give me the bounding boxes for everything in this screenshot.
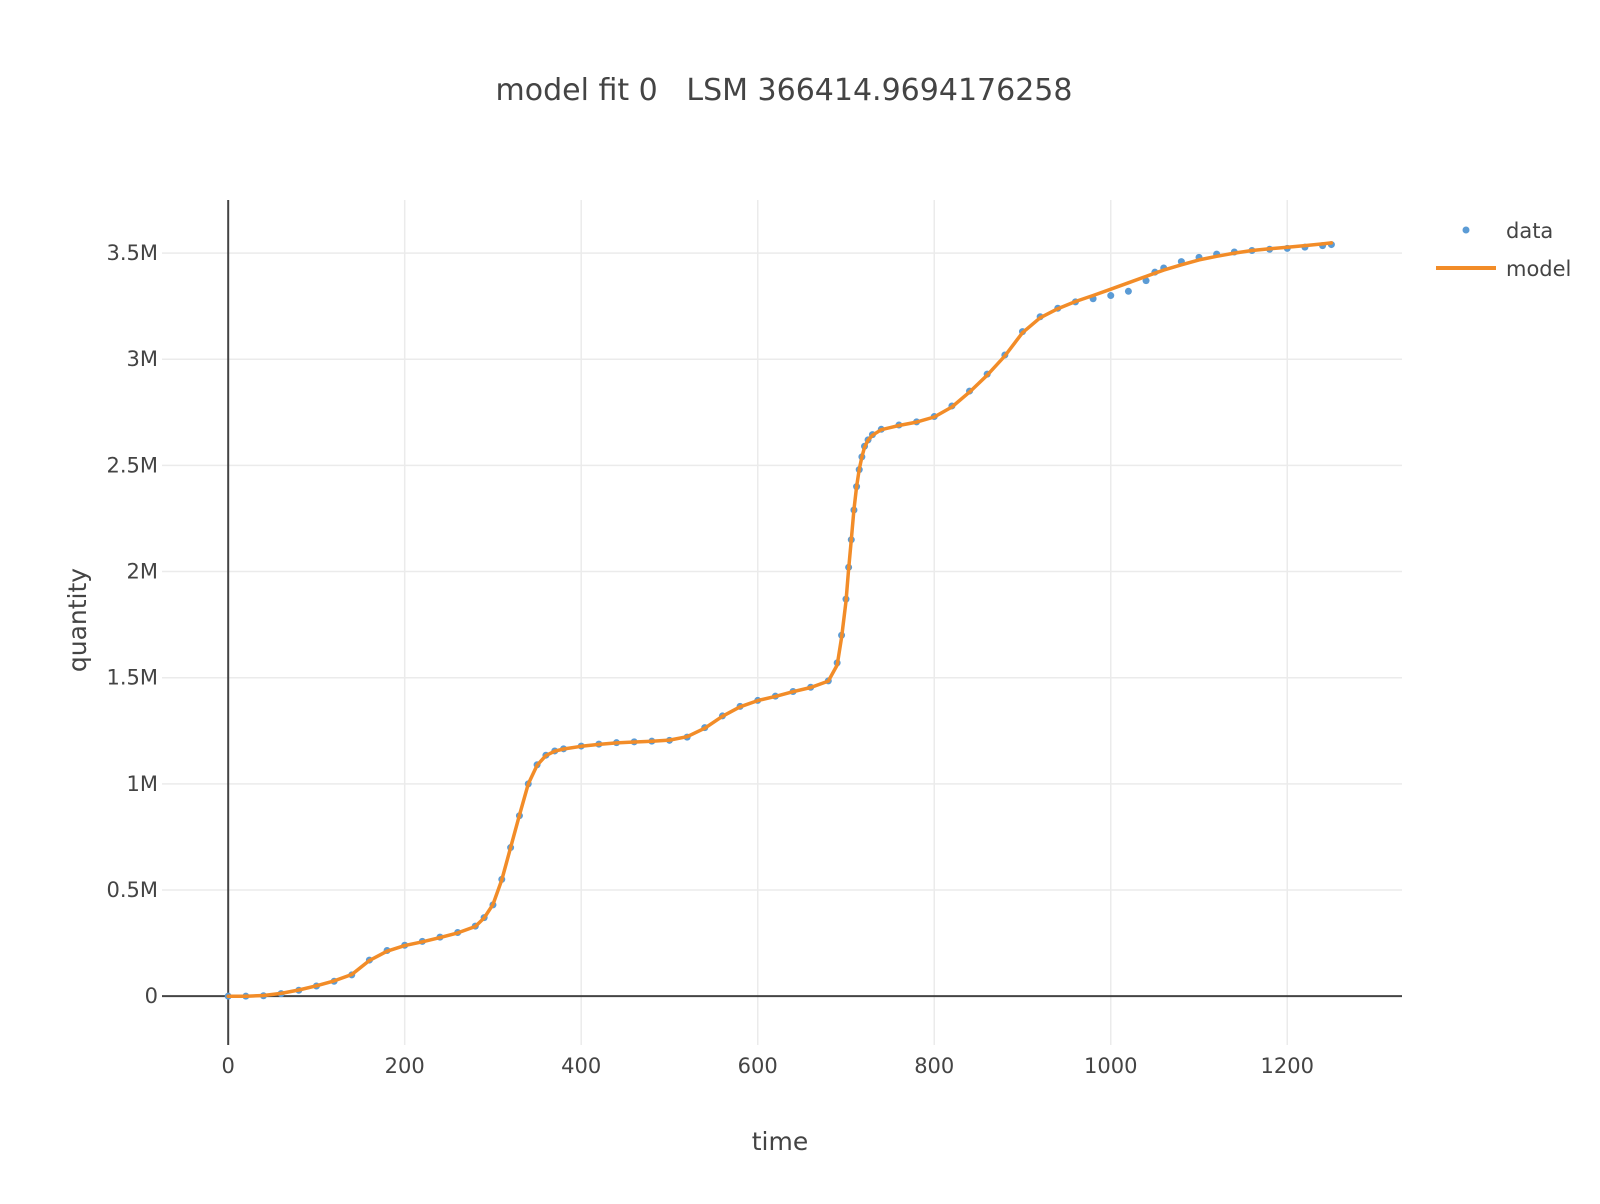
data-point <box>1142 277 1150 285</box>
labels-layer: 0 200 400 600 800 1000 1200 0 0.5M 1M 1.5M 2M 2.5M 3M… <box>106 241 1314 1078</box>
axes-layer <box>162 200 1402 1045</box>
x-tick-label: 800 <box>914 1054 954 1078</box>
y-tick-label: 3.5M <box>106 241 158 265</box>
y-tick-label: 1M <box>127 772 158 796</box>
data-point <box>1124 287 1132 295</box>
chart-title: model fit 0 LSM 366414.9694176258 <box>496 73 1073 108</box>
y-tick-label: 3M <box>127 347 158 371</box>
x-tick-label: 600 <box>738 1054 778 1078</box>
legend[interactable]: data model <box>1436 219 1571 281</box>
series-line-model <box>226 241 1334 998</box>
x-tick-label: 1000 <box>1084 1054 1137 1078</box>
y-tick-label: 0.5M <box>106 878 158 902</box>
y-tick-label: 2.5M <box>106 453 158 477</box>
y-axis-title: quantity <box>63 568 92 672</box>
legend-item-model[interactable]: model <box>1436 257 1571 281</box>
y-tick-label: 0 <box>145 984 158 1008</box>
x-tick-label: 200 <box>385 1054 425 1078</box>
plot-layer <box>224 241 1335 1000</box>
data-point <box>1107 292 1115 300</box>
x-tick-label: 400 <box>561 1054 601 1078</box>
x-axis-title: time <box>752 1127 808 1156</box>
y-tick-label: 1.5M <box>106 666 158 690</box>
grid-layer <box>162 200 1402 1045</box>
legend-data-label: data <box>1506 219 1553 243</box>
legend-data-marker <box>1462 226 1470 234</box>
x-tick-label: 0 <box>222 1054 235 1078</box>
x-tick-label: 1200 <box>1261 1054 1314 1078</box>
legend-model-label: model <box>1506 257 1571 281</box>
y-tick-label: 2M <box>127 560 158 584</box>
legend-item-data[interactable]: data <box>1462 219 1554 243</box>
